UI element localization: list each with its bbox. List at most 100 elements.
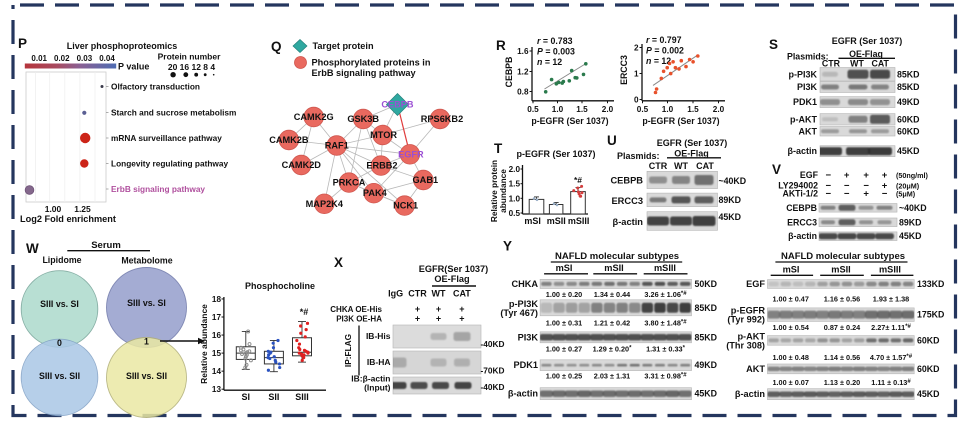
svg-text:SI: SI [242,392,251,402]
svg-text:β-actin: β-actin [735,389,765,399]
svg-text:1.5: 1.5 [687,105,699,114]
svg-text:R: R [496,38,506,53]
svg-text:V: V [772,162,781,177]
svg-text:1.31 ± 0.33*: 1.31 ± 0.33* [646,345,685,354]
svg-text:1.2: 1.2 [517,68,529,77]
svg-text:0: 0 [634,96,639,105]
svg-text:Y: Y [503,239,512,254]
svg-text:β-actin: β-actin [788,231,817,241]
svg-text:PI3K OE-HA: PI3K OE-HA [336,315,382,324]
svg-text:SIII vs. SII: SIII vs. SII [39,371,80,381]
svg-text:85KD: 85KD [897,69,920,79]
svg-text:r = 0.783: r = 0.783 [537,36,573,46]
svg-text:RPS6KB2: RPS6KB2 [421,114,463,124]
svg-text:1.00: 1.00 [45,204,62,214]
svg-text:1.29 ± 0.20*: 1.29 ± 0.20* [593,345,632,354]
svg-text:1.16 ± 0.56: 1.16 ± 0.56 [824,294,860,303]
svg-text:CAT: CAT [871,59,889,69]
svg-text:45KD: 45KD [719,212,742,222]
svg-text:RAF1: RAF1 [325,141,349,151]
svg-text:1.25: 1.25 [74,204,91,214]
svg-text:+: + [863,170,869,181]
svg-text:+: + [844,170,850,181]
svg-text:1.5: 1.5 [509,180,521,189]
svg-text:GSK3B: GSK3B [347,114,379,124]
svg-text:Starch and sucrose metabolism: Starch and sucrose metabolism [111,108,236,118]
svg-text:0.5: 0.5 [637,105,649,114]
svg-text:1.00 ± 0.47: 1.00 ± 0.47 [772,294,808,303]
svg-text:1.00 ± 0.07: 1.00 ± 0.07 [772,378,808,387]
svg-text:GAB1: GAB1 [413,175,439,185]
svg-text:OE-Flag: OE-Flag [849,49,883,59]
svg-text:IgG: IgG [388,289,403,299]
svg-text:60KD: 60KD [917,335,940,345]
svg-text:89KD: 89KD [719,195,742,205]
svg-text:0.02: 0.02 [54,54,70,63]
svg-text:49KD: 49KD [897,97,920,107]
svg-text:*#: *# [574,175,582,185]
svg-text:0.5: 0.5 [509,209,521,218]
svg-text:Target protein: Target protein [313,41,374,51]
svg-text:-40KD: -40KD [481,382,505,392]
svg-text:CAMK2G: CAMK2G [294,112,334,122]
svg-text:(Tyr 992): (Tyr 992) [727,315,765,325]
svg-text:NAFLD molecular subtypes: NAFLD molecular subtypes [781,251,905,262]
svg-text:Metabolome: Metabolome [121,256,172,266]
svg-text:1.00 ± 0.27: 1.00 ± 0.27 [546,345,582,354]
svg-text:mSI: mSI [556,263,573,273]
svg-text:1.0: 1.0 [552,105,564,114]
svg-text:mSII: mSII [547,216,566,226]
svg-text:p-EGFR: p-EGFR [731,306,766,316]
svg-text:PI3K: PI3K [797,82,818,92]
svg-text:Q: Q [271,39,282,54]
svg-text:EGFR: EGFR [398,149,424,159]
svg-text:CEBPB: CEBPB [786,203,817,213]
svg-text:45KD: 45KD [897,146,920,156]
svg-text:SII: SII [268,392,279,402]
svg-text:PDK1: PDK1 [513,360,538,370]
svg-text:50KD: 50KD [695,279,718,289]
svg-text:1.00 ± 0.25: 1.00 ± 0.25 [546,371,582,380]
svg-text:1.00 ± 0.31: 1.00 ± 0.31 [546,319,582,328]
svg-text:n = 12: n = 12 [646,56,671,66]
svg-text:p-EGFR (Ser 1037): p-EGFR (Ser 1037) [516,149,595,159]
svg-text:P = 0.003: P = 0.003 [537,47,575,57]
svg-text:+: + [863,188,869,199]
svg-text:Plasmids:: Plasmids: [617,151,660,161]
svg-text:Longevity regulating pathway: Longevity regulating pathway [111,159,228,169]
svg-text:1.0: 1.0 [509,194,521,203]
svg-text:3.26 ± 1.06*#: 3.26 ± 1.06*# [644,290,687,299]
svg-text:1.13 ± 0.20: 1.13 ± 0.20 [824,378,860,387]
svg-text:1: 1 [144,337,149,347]
svg-text:mSIII: mSIII [568,216,590,226]
svg-text:mRNA surveillance pathway: mRNA surveillance pathway [111,133,222,143]
svg-text:89KD: 89KD [899,217,922,227]
svg-text:(Thr 308): (Thr 308) [726,340,765,350]
svg-text:PAK4: PAK4 [363,188,388,198]
svg-text:CHKA OE-His: CHKA OE-His [330,305,382,314]
svg-text:−: − [863,180,869,191]
svg-text:mSI: mSI [783,265,800,275]
svg-text:−: − [826,188,832,199]
svg-text:+: + [459,304,464,314]
svg-text:+: + [436,314,441,324]
svg-text:15: 15 [212,349,222,358]
svg-text:1.6: 1.6 [517,47,529,56]
svg-text:MAP2K4: MAP2K4 [306,199,344,209]
svg-text:2: 2 [634,44,639,53]
svg-text:2.0: 2.0 [602,105,614,114]
svg-text:CTR: CTR [822,59,841,69]
svg-text:OE-Flag: OE-Flag [674,149,709,159]
svg-text:OE-Flag: OE-Flag [434,274,469,284]
svg-text:Log2 Fold enrichment: Log2 Fold enrichment [20,214,116,224]
svg-text:IB-His: IB-His [366,331,391,341]
svg-text:abundance: abundance [498,169,508,213]
svg-text:CTR: CTR [408,289,427,299]
svg-text:85KD: 85KD [695,303,718,313]
svg-text:AKT: AKT [746,364,765,374]
svg-text:CHKA: CHKA [511,279,538,289]
svg-text:PI3K: PI3K [518,332,539,342]
svg-text:β-actin: β-actin [613,217,644,227]
svg-text:p-PI3K: p-PI3K [509,299,538,309]
svg-text:CAT: CAT [696,161,714,171]
